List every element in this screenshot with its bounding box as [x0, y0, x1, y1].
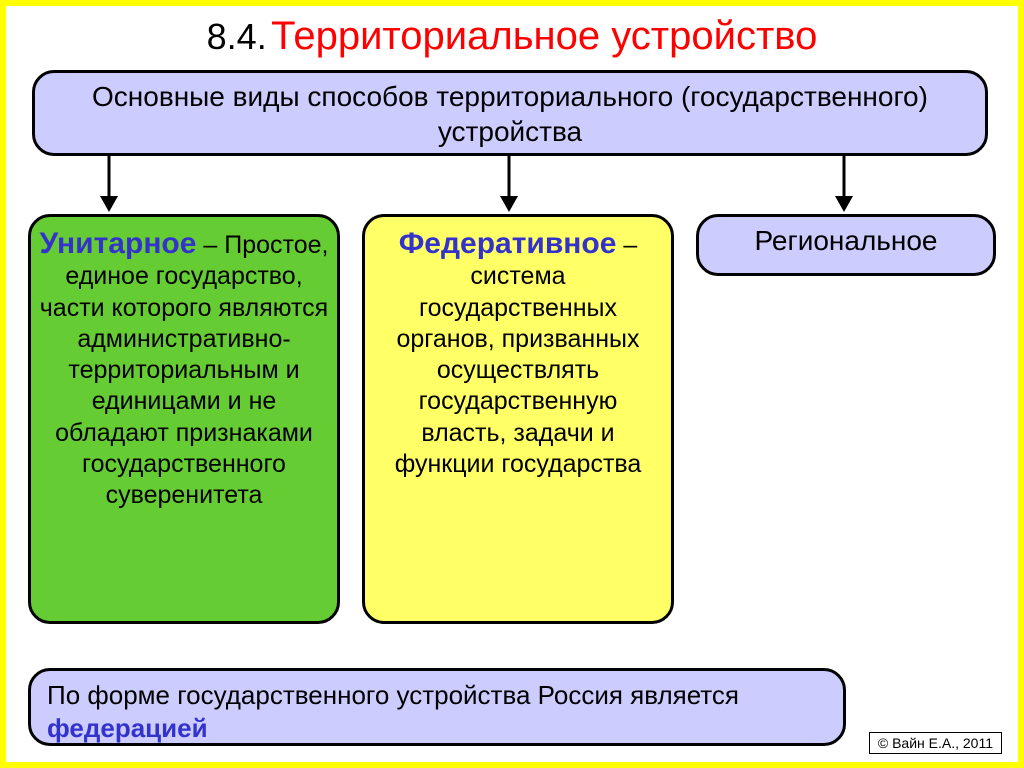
slide-content: 8.4. Территориальное устройство Основные…	[14, 8, 1010, 760]
federal-title: Федеративное	[399, 227, 617, 260]
unitary-title: Унитарное	[40, 227, 197, 260]
unitary-box: Унитарное – Простое, единое государство,…	[28, 214, 340, 624]
arrow-to-regional	[829, 156, 859, 214]
bottom-prefix: По форме государственного устройства Рос…	[47, 680, 739, 710]
federal-body: – система государственных органов, призв…	[395, 231, 642, 478]
bottom-highlight: федерацией	[47, 713, 208, 743]
top-concept-box: Основные виды способов территориального …	[32, 70, 988, 156]
top-box-text: Основные виды способов территориального …	[92, 81, 928, 147]
title-number: 8.4.	[207, 16, 267, 57]
federal-box: Федеративное – система государственных о…	[362, 214, 674, 624]
slide-frame: 8.4. Территориальное устройство Основные…	[0, 0, 1024, 768]
regional-box: Региональное	[696, 214, 996, 276]
unitary-body: – Простое, единое государство, части кот…	[40, 231, 329, 509]
bottom-summary-box: По форме государственного устройства Рос…	[28, 668, 846, 746]
title-text: Территориальное устройство	[271, 14, 817, 58]
slide-title: 8.4. Территориальное устройство	[14, 8, 1010, 69]
arrow-to-unitary	[94, 156, 124, 214]
copyright-label: © Вайн Е.А., 2011	[869, 732, 1002, 754]
arrow-to-federal	[494, 156, 524, 214]
regional-text: Региональное	[754, 225, 937, 256]
